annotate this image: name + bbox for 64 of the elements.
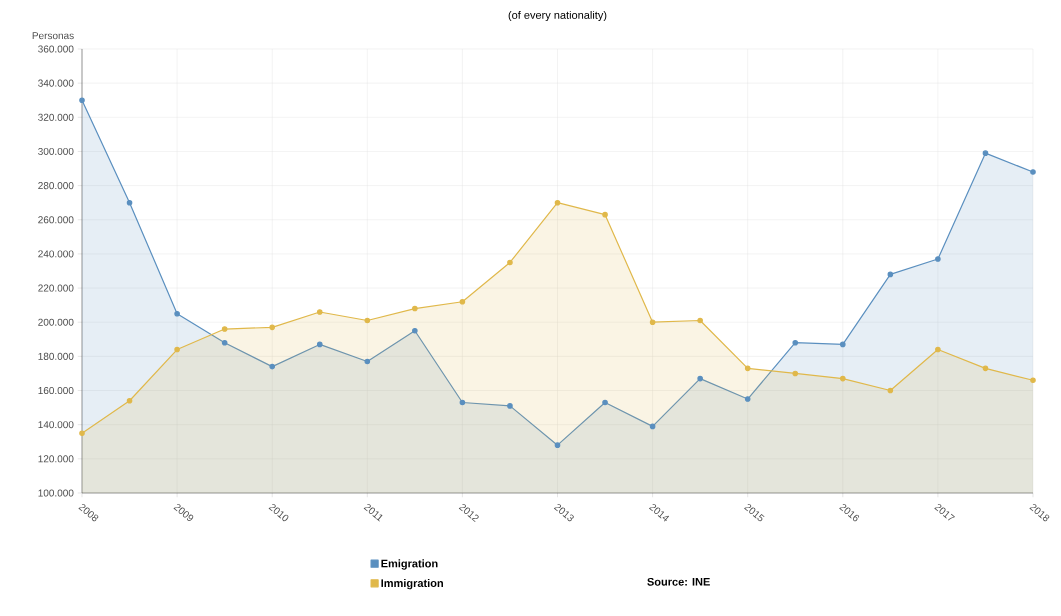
point [887,387,894,394]
point [649,423,656,430]
y-tick-label: 240.000 [38,250,74,258]
point [887,271,894,278]
point [221,326,228,332]
y-tick-label: 340.000 [38,79,74,87]
y-tick-label: 220.000 [38,284,74,292]
y-tick-label: 280.000 [38,182,74,190]
point [269,324,276,331]
point [554,442,561,448]
point [364,358,371,365]
point [79,430,85,437]
point [1030,377,1036,384]
y-tick-label: 200.000 [38,318,74,326]
legend-label: Emigration [381,559,438,570]
legend-label: Immigration [381,578,443,590]
point [412,327,418,334]
y-axis-title: Personas [32,32,74,40]
point [792,339,799,346]
point [697,375,703,382]
point [935,346,941,353]
point [507,403,513,409]
point [1030,169,1036,175]
point [412,305,418,312]
x-tick-label: 2017 [934,503,955,521]
point [459,298,466,305]
point [79,97,85,104]
y-tick-label: 320.000 [38,113,74,121]
point [364,317,371,324]
source-note: Source: INE [647,577,710,586]
y-tick-label: 100.000 [38,489,74,497]
point [744,365,751,372]
point [697,317,703,324]
point [174,310,180,317]
point [840,341,846,348]
x-tick-label: 2010 [268,503,289,522]
point [602,211,608,218]
x-tick-label: 2009 [173,503,194,522]
point [840,375,846,382]
chart-title: (of every nationality) [508,10,607,22]
point [649,319,656,326]
point [269,363,276,370]
point [554,199,561,206]
point [982,365,989,372]
y-tick-label: 260.000 [38,216,74,224]
point [507,259,513,266]
y-tick-label: 360.000 [38,45,74,53]
point [316,309,323,315]
point [935,256,941,262]
y-tick-label: 120.000 [38,455,74,463]
point [174,346,180,353]
point [792,370,799,377]
point [459,399,466,406]
point [602,399,608,406]
point [316,341,323,348]
point [221,339,228,346]
point [126,199,133,206]
y-tick-label: 180.000 [38,352,74,360]
y-tick-label: 160.000 [38,386,74,395]
point [744,396,751,402]
point [982,150,989,156]
point [126,397,133,404]
y-tick-label: 140.000 [38,421,74,429]
y-tick-label: 300.000 [38,147,74,155]
